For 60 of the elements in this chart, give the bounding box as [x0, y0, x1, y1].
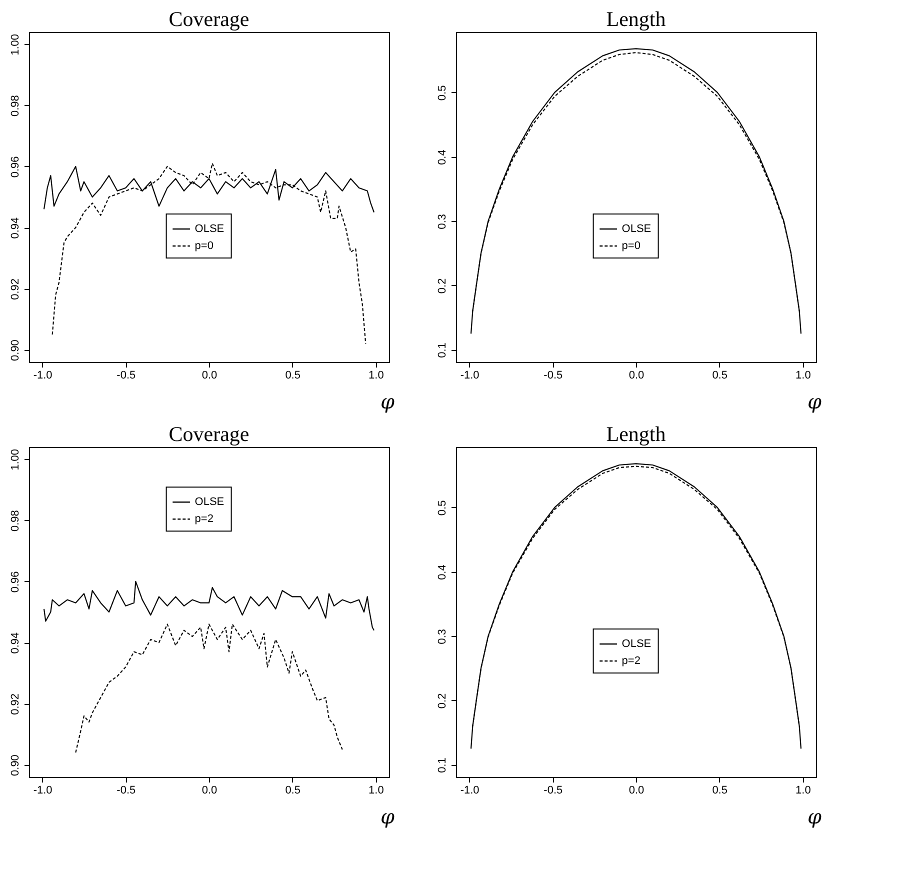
y-tick-label: 0.98	[10, 510, 22, 532]
x-tick-label: -0.5	[116, 784, 136, 796]
y-tick-label: 0.94	[10, 217, 22, 239]
legend-label: p=0	[622, 240, 640, 252]
line-series	[75, 624, 343, 754]
y-tick-label: 0.90	[10, 340, 22, 361]
x-tick-label: -1.0	[33, 370, 52, 382]
chart-title: Length	[606, 7, 666, 31]
y-tick-label: 0.5	[436, 85, 448, 101]
x-tick-label: 0.5	[285, 370, 300, 382]
x-tick-label: 1.0	[796, 784, 811, 796]
x-tick-label: 0.5	[712, 784, 728, 796]
chart-title: Coverage	[168, 422, 250, 446]
x-tick-label: 1.0	[796, 370, 811, 382]
y-tick-label: 0.90	[10, 754, 22, 776]
x-axis-title: φ	[380, 390, 394, 414]
x-axis-title: φ	[807, 804, 822, 828]
y-tick-label: 0.1	[436, 342, 448, 358]
x-tick-label: -1.0	[33, 784, 52, 796]
legend-label: p=0	[194, 240, 214, 252]
y-tick-label: 0.4	[436, 150, 448, 165]
chart-title: Length	[606, 422, 666, 446]
x-tick-label: 0.0	[628, 370, 644, 382]
y-tick-label: 0.96	[10, 156, 22, 178]
y-tick-label: 0.3	[436, 628, 448, 644]
chart-title: Coverage	[168, 7, 250, 31]
x-tick-label: 0.5	[712, 370, 728, 382]
x-axis-title: φ	[380, 804, 394, 828]
y-tick-label: 0.92	[10, 693, 22, 715]
y-tick-label: 0.96	[10, 571, 22, 593]
x-tick-label: 0.0	[202, 370, 218, 382]
x-tick-label: 0.0	[202, 784, 218, 796]
x-tick-label: 1.0	[368, 784, 384, 796]
legend-label: OLSE	[622, 638, 652, 650]
x-axis-title: φ	[807, 390, 822, 414]
legend-label: OLSE	[622, 223, 652, 235]
line-series	[43, 580, 375, 631]
y-tick-label: 0.4	[436, 564, 448, 580]
x-tick-label: 1.0	[368, 370, 384, 382]
y-tick-label: 0.2	[436, 693, 448, 709]
y-tick-label: 0.1	[436, 758, 448, 773]
x-tick-label: 0.0	[628, 784, 644, 796]
x-tick-label: -1.0	[460, 784, 480, 796]
x-tick-label: -0.5	[544, 784, 563, 796]
y-tick-label: 0.5	[436, 500, 448, 516]
x-tick-label: -1.0	[460, 370, 480, 382]
x-tick-label: 0.5	[285, 784, 300, 796]
legend-label: OLSE	[194, 223, 224, 235]
y-tick-label: 1.00	[10, 34, 22, 56]
x-tick-label: -0.5	[116, 370, 136, 382]
y-tick-label: 0.2	[436, 278, 448, 294]
y-tick-label: 1.00	[10, 449, 22, 470]
y-tick-label: 0.94	[10, 632, 22, 654]
legend-label: p=2	[622, 655, 640, 667]
x-tick-label: -0.5	[544, 370, 563, 382]
legend-label: OLSE	[194, 496, 224, 508]
y-tick-label: 0.3	[436, 214, 448, 230]
y-tick-label: 0.98	[10, 95, 22, 117]
legend-label: p=2	[194, 513, 214, 526]
y-tick-label: 0.92	[10, 278, 22, 300]
